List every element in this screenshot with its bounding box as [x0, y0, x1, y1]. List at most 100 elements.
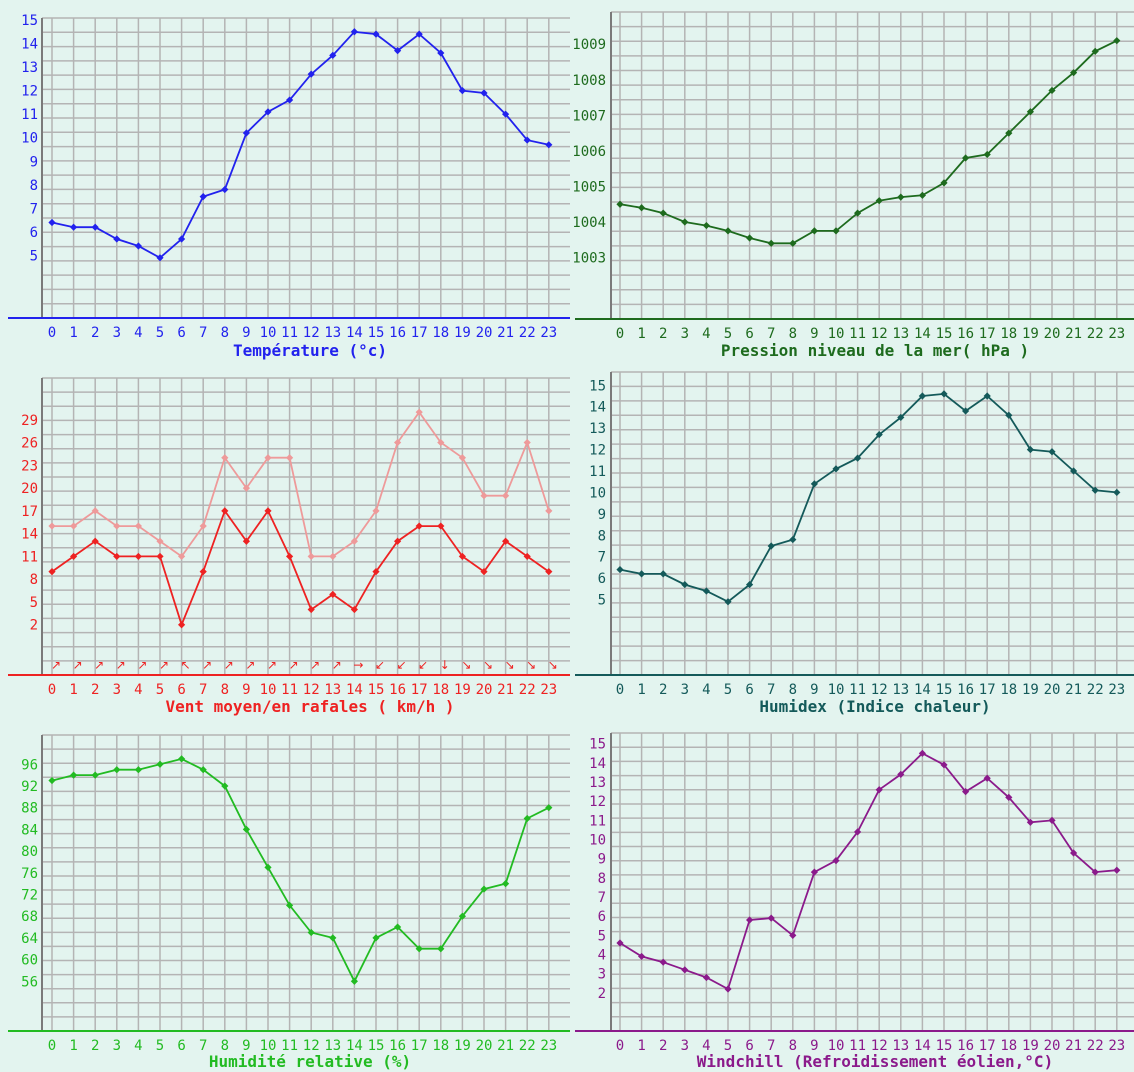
data-point: [1113, 37, 1121, 45]
y-tick-label: 9: [30, 154, 38, 170]
x-tick-label: 9: [810, 326, 818, 342]
data-point: [659, 958, 667, 966]
x-tick-label: 15: [368, 1038, 385, 1054]
x-tick-label: 2: [659, 682, 667, 698]
data-point: [286, 96, 294, 104]
data-point: [329, 590, 337, 598]
x-tick-label: 8: [789, 326, 797, 342]
data-point: [983, 392, 991, 400]
data-point: [832, 465, 840, 473]
y-tick-label: 10: [21, 131, 38, 147]
x-tick-label: 14: [346, 325, 363, 341]
data-point: [918, 749, 926, 757]
data-point: [394, 47, 402, 55]
x-tick-label: 7: [767, 326, 775, 342]
y-tick-label: 64: [21, 931, 38, 947]
data-point: [394, 438, 402, 447]
data-point: [1005, 793, 1013, 801]
x-tick-label: 5: [156, 682, 164, 698]
x-tick-label: 23: [1108, 1038, 1125, 1054]
data-point: [91, 537, 99, 545]
x-tick-label: 2: [91, 682, 99, 698]
x-tick-label: 19: [454, 325, 471, 341]
x-tick-label: 21: [1065, 682, 1082, 698]
data-point: [372, 568, 380, 576]
x-tick-label: 3: [681, 1038, 689, 1054]
y-tick-label: 8: [30, 178, 38, 194]
x-tick-label: 19: [454, 682, 471, 698]
wind-direction-arrow-ne-icon: ↗: [310, 658, 320, 672]
chart-title: Humidité relative (%): [209, 1052, 411, 1071]
data-point: [502, 880, 510, 888]
x-tick-label: 23: [540, 1038, 557, 1054]
data-point: [724, 227, 732, 235]
x-tick-label: 4: [702, 682, 710, 698]
x-tick-label: 14: [914, 1038, 931, 1054]
data-point: [523, 136, 531, 144]
y-tick-label: 23: [21, 458, 38, 474]
data-point: [350, 605, 358, 614]
data-point: [307, 552, 315, 561]
x-tick-label: 4: [134, 325, 142, 341]
x-tick-label: 7: [199, 682, 207, 698]
data-point: [1048, 816, 1056, 824]
x-tick-label: 15: [936, 682, 953, 698]
data-point: [394, 537, 402, 545]
y-tick-label: 1009: [572, 37, 606, 53]
y-tick-label: 8: [30, 572, 38, 588]
x-tick-label: 12: [871, 1038, 888, 1054]
data-point: [616, 565, 624, 574]
data-point: [264, 507, 272, 515]
y-tick-label: 14: [589, 400, 606, 416]
data-point: [199, 192, 207, 201]
x-tick-label: 20: [476, 682, 493, 698]
x-tick-label: 12: [303, 1038, 320, 1054]
data-point: [854, 454, 862, 462]
data-point: [638, 570, 646, 578]
y-tick-label: 11: [21, 549, 38, 565]
x-tick-label: 22: [519, 682, 536, 698]
data-point: [1005, 411, 1013, 419]
x-tick-label: 15: [936, 326, 953, 342]
x-tick-label: 11: [281, 1038, 298, 1054]
x-tick-label: 21: [497, 1038, 514, 1054]
x-tick-label: 16: [389, 325, 406, 341]
data-point: [91, 507, 99, 515]
data-point: [480, 568, 488, 576]
y-tick-label: 15: [589, 378, 606, 394]
data-point: [962, 788, 970, 796]
x-tick-label: 7: [199, 325, 207, 341]
x-tick-label: 9: [242, 682, 250, 698]
x-tick-label: 20: [1044, 682, 1061, 698]
y-tick-label: 20: [21, 481, 38, 497]
data-point: [350, 977, 358, 985]
data-point: [329, 934, 337, 942]
x-tick-label: 0: [616, 326, 624, 342]
chart-title: Vent moyen/en rafales ( km/h ): [166, 697, 455, 716]
data-point: [659, 570, 667, 578]
x-tick-label: 1: [69, 325, 77, 341]
x-tick-label: 15: [936, 1038, 953, 1054]
x-tick-label: 9: [810, 682, 818, 698]
x-tick-label: 1: [637, 326, 645, 342]
x-tick-label: 13: [324, 1038, 341, 1054]
data-point: [681, 966, 689, 974]
y-tick-label: 6: [30, 225, 38, 241]
data-point: [545, 568, 553, 576]
data-point: [1070, 849, 1078, 857]
data-point: [264, 108, 272, 116]
y-tick-label: 10: [589, 833, 606, 849]
data-point: [91, 771, 99, 779]
x-tick-label: 19: [1022, 326, 1039, 342]
series-line-0: [619, 752, 1117, 991]
x-tick-label: 18: [1000, 682, 1017, 698]
data-point: [545, 507, 553, 515]
data-point: [178, 755, 186, 763]
x-tick-label: 8: [221, 682, 229, 698]
data-point: [134, 766, 142, 774]
series-line-0: [619, 39, 1118, 245]
x-tick-label: 11: [281, 682, 298, 698]
data-point: [854, 209, 862, 217]
y-tick-label: 92: [21, 779, 38, 795]
